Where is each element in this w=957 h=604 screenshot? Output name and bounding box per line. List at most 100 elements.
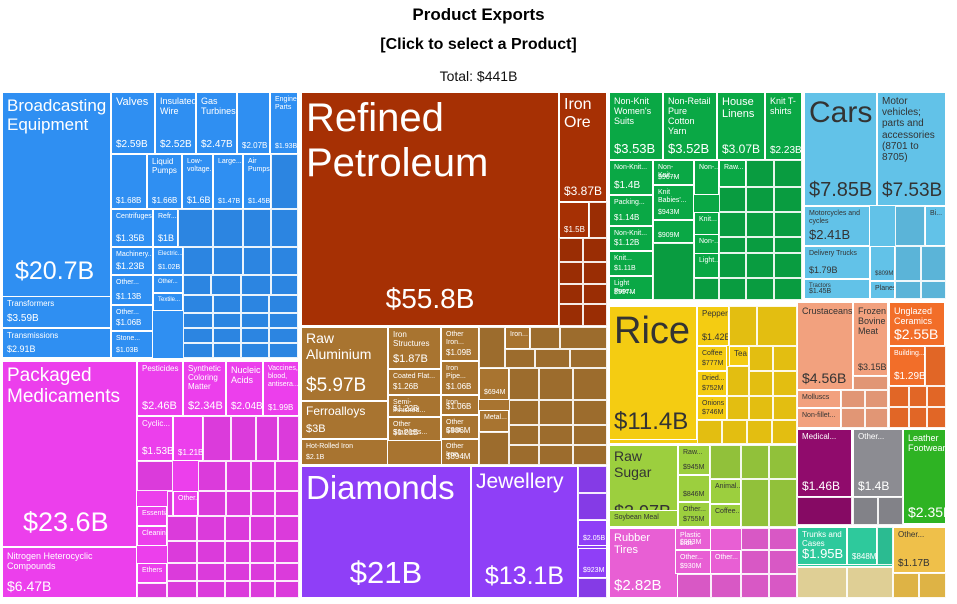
product-tile[interactable]: Jewellery $13.1B bbox=[471, 466, 578, 598]
product-cell[interactable] bbox=[774, 160, 802, 187]
product-tile[interactable]: Raw... bbox=[719, 160, 746, 187]
product-cell[interactable] bbox=[710, 445, 741, 479]
product-cell[interactable] bbox=[578, 578, 607, 598]
product-cell[interactable] bbox=[774, 237, 802, 253]
product-tile[interactable]: Soybean Meal bbox=[609, 510, 678, 527]
product-tile[interactable]: Light... bbox=[694, 253, 719, 278]
product-cell[interactable] bbox=[213, 328, 241, 343]
product-tile[interactable]: Pepper $1.42B bbox=[697, 306, 729, 346]
product-tile[interactable]: Other... $930M bbox=[675, 550, 711, 574]
product-cell[interactable] bbox=[198, 461, 226, 491]
product-cell[interactable] bbox=[895, 281, 921, 299]
product-cell[interactable] bbox=[505, 349, 535, 368]
product-cell[interactable] bbox=[773, 346, 797, 371]
product-tile[interactable]: Refr... $1B bbox=[153, 209, 178, 247]
product-tile[interactable]: Coffee $777M bbox=[697, 346, 727, 371]
product-cell[interactable] bbox=[197, 516, 225, 541]
product-cell[interactable] bbox=[559, 262, 583, 284]
product-cell[interactable] bbox=[183, 275, 211, 295]
product-tile[interactable]: Electric... $1.02B bbox=[153, 247, 183, 275]
product-cell[interactable] bbox=[559, 304, 583, 326]
product-cell[interactable] bbox=[183, 247, 213, 275]
product-cell[interactable] bbox=[213, 209, 243, 247]
product-tile[interactable]: $846M bbox=[678, 475, 710, 502]
product-tile[interactable]: $809M bbox=[870, 246, 895, 281]
product-cell[interactable] bbox=[479, 432, 509, 465]
product-tile[interactable]: Iron Structures $1.87B bbox=[388, 327, 441, 369]
product-tile[interactable]: Light Pure... $997M bbox=[609, 276, 653, 300]
product-cell[interactable] bbox=[927, 407, 946, 428]
product-cell[interactable] bbox=[539, 400, 573, 425]
product-tile[interactable]: Cars $7.85B bbox=[804, 92, 877, 206]
product-cell[interactable] bbox=[909, 407, 927, 428]
product-tile[interactable]: Planes... bbox=[870, 281, 895, 299]
product-tile[interactable]: Non-... bbox=[694, 160, 719, 195]
product-cell[interactable] bbox=[509, 400, 539, 425]
product-tile[interactable]: Stone... $1.03B bbox=[111, 331, 153, 358]
product-tile[interactable]: $1.68B bbox=[111, 154, 147, 209]
product-tile[interactable]: Other Cast... $986M bbox=[441, 415, 479, 439]
product-cell[interactable] bbox=[167, 581, 197, 598]
product-cell[interactable] bbox=[271, 154, 298, 209]
product-tile[interactable]: Non-Knit Women's Suits $3.53B bbox=[609, 92, 663, 160]
product-tile[interactable]: Iron... bbox=[505, 327, 530, 349]
product-cell[interactable] bbox=[889, 407, 909, 428]
product-cell[interactable] bbox=[757, 306, 797, 346]
product-cell[interactable] bbox=[694, 278, 719, 300]
product-tile[interactable]: Large... $1.47B bbox=[213, 154, 243, 209]
product-cell[interactable] bbox=[167, 491, 173, 516]
product-tile[interactable]: Rubber Tires $2.82B bbox=[609, 528, 678, 598]
product-cell[interactable] bbox=[275, 581, 299, 598]
product-cell[interactable] bbox=[570, 349, 607, 368]
product-cell[interactable] bbox=[769, 445, 797, 479]
product-tile[interactable]: Engine Parts $1.93B bbox=[270, 92, 298, 154]
product-cell[interactable] bbox=[269, 295, 298, 313]
product-cell[interactable] bbox=[256, 416, 278, 461]
product-cell[interactable] bbox=[653, 243, 694, 300]
product-cell[interactable] bbox=[269, 328, 298, 343]
product-cell[interactable] bbox=[773, 396, 797, 420]
product-cell[interactable] bbox=[769, 479, 797, 527]
product-tile[interactable]: Metal... bbox=[479, 410, 509, 432]
product-tile[interactable]: Refined Petroleum $55.8B bbox=[301, 92, 559, 326]
product-cell[interactable] bbox=[225, 563, 250, 581]
product-cell[interactable] bbox=[774, 212, 802, 237]
product-cell[interactable] bbox=[250, 581, 275, 598]
product-tile[interactable]: Knit T-shirts $2.23B bbox=[765, 92, 802, 160]
product-cell[interactable] bbox=[711, 574, 741, 598]
product-cell[interactable] bbox=[927, 386, 946, 407]
product-tile[interactable]: Coated Flat... $1.26B bbox=[388, 369, 441, 395]
product-tile[interactable]: Other Iron... $1.09B bbox=[441, 327, 479, 361]
product-tile[interactable]: Vaccines, blood, antisera... $1.99B bbox=[263, 361, 299, 416]
product-cell[interactable] bbox=[841, 390, 865, 408]
product-cell[interactable] bbox=[893, 573, 919, 598]
product-cell[interactable] bbox=[509, 445, 539, 465]
product-tile[interactable]: Ethers bbox=[137, 563, 167, 583]
product-cell[interactable] bbox=[183, 343, 213, 358]
product-cell[interactable] bbox=[231, 416, 256, 461]
product-cell[interactable] bbox=[853, 376, 888, 390]
product-cell[interactable] bbox=[797, 567, 847, 598]
product-cell[interactable] bbox=[225, 581, 250, 598]
product-cell[interactable] bbox=[241, 275, 271, 295]
product-cell[interactable] bbox=[719, 253, 746, 278]
product-cell[interactable] bbox=[772, 420, 797, 444]
product-cell[interactable] bbox=[167, 516, 197, 541]
product-tile[interactable]: Machinery... $1.23B bbox=[111, 247, 153, 275]
product-cell[interactable] bbox=[774, 278, 802, 300]
product-cell[interactable] bbox=[746, 187, 774, 212]
product-tile[interactable]: Hot-Rolled Iron $2.1B bbox=[301, 439, 388, 465]
product-cell[interactable] bbox=[583, 284, 607, 304]
product-tile[interactable]: Animal... bbox=[710, 479, 741, 504]
product-cell[interactable] bbox=[719, 278, 746, 300]
product-tile[interactable]: Iron Ore $3.87B bbox=[559, 92, 607, 202]
product-tile[interactable]: Other... $1.4B bbox=[853, 429, 903, 497]
product-tile[interactable]: Packing... $1.14B bbox=[609, 195, 653, 226]
product-cell[interactable] bbox=[226, 461, 251, 491]
product-tile[interactable]: Other Iron... $894M bbox=[441, 439, 479, 465]
product-cell[interactable] bbox=[774, 253, 802, 278]
product-cell[interactable] bbox=[769, 574, 797, 598]
product-cell[interactable] bbox=[535, 349, 570, 368]
product-cell[interactable] bbox=[746, 212, 774, 237]
product-cell[interactable] bbox=[741, 550, 769, 574]
